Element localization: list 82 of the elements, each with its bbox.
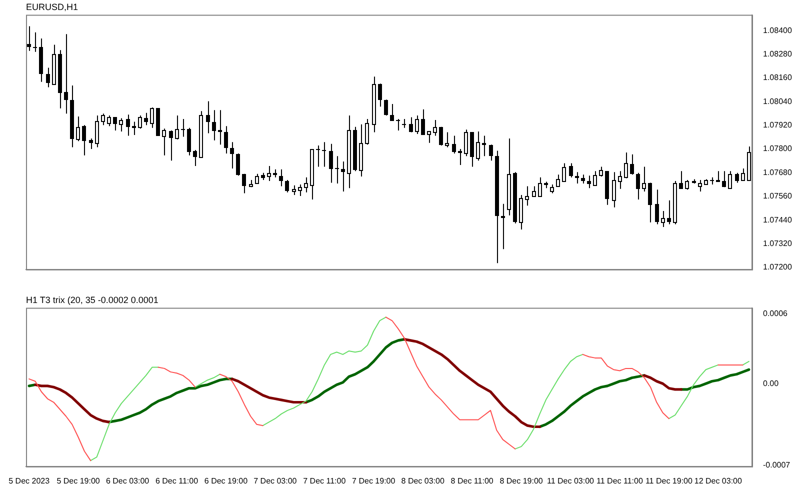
candlestick: [82, 124, 86, 156]
y-tick-label: 1.08400: [763, 26, 792, 35]
candlestick: [587, 175, 591, 189]
y-tick-label: 0.00: [763, 378, 780, 388]
y-tick-label: 1.07200: [763, 262, 792, 272]
candlestick: [630, 154, 634, 176]
x-tick-label: 8 Dec 19:00: [500, 476, 544, 486]
candlestick: [285, 179, 289, 193]
y-tick-label: 0.0006: [763, 308, 788, 318]
candlestick: [187, 127, 191, 156]
y-tick-label: 1.07920: [763, 120, 792, 130]
candlestick: [193, 149, 197, 166]
candlestick: [212, 110, 216, 141]
candlestick: [722, 170, 726, 188]
candlestick: [648, 182, 652, 223]
y-tick-label: 1.08040: [763, 96, 792, 106]
x-tick-label: 7 Dec 19:00: [352, 476, 396, 486]
x-tick-label: 8 Dec 03:00: [401, 476, 445, 486]
candlestick: [396, 118, 400, 131]
candlestick: [279, 168, 283, 187]
candlestick: [482, 135, 486, 157]
x-tick-label: 7 Dec 03:00: [254, 476, 298, 486]
candlestick: [501, 203, 505, 250]
candlestick: [655, 189, 659, 225]
candlestick: [390, 104, 394, 122]
candlestick: [218, 110, 222, 146]
candlestick: [230, 142, 234, 170]
candlestick: [335, 156, 339, 184]
candlestick: [569, 162, 573, 178]
y-tick-label: 1.07440: [763, 215, 792, 224]
candlestick: [224, 126, 228, 154]
candlestick: [329, 143, 333, 184]
y-tick-label: 1.08280: [763, 49, 792, 58]
candlestick: [452, 135, 456, 154]
candlestick: [575, 172, 579, 184]
candlestick: [181, 118, 185, 138]
candlestick: [242, 173, 246, 194]
y-tick-label: 1.07320: [763, 238, 792, 248]
candlestick: [735, 172, 739, 184]
candlestick: [113, 116, 117, 131]
y-tick-label: 1.07680: [763, 168, 792, 177]
candlestick: [421, 108, 425, 136]
candlestick: [341, 160, 345, 192]
candlestick: [716, 170, 720, 182]
candlestick: [89, 138, 93, 150]
candlestick: [144, 112, 148, 126]
candlestick: [322, 142, 326, 168]
chart-title: H1 T3 trix (20, 35 -0.0002 0.0001: [26, 294, 158, 305]
candlestick: [236, 153, 240, 176]
x-tick-label: 6 Dec 11:00: [155, 476, 199, 486]
candlestick: [489, 144, 493, 162]
y-tick-label: 1.07560: [763, 192, 792, 201]
candlestick: [458, 148, 462, 166]
x-tick-label: 5 Dec 19:00: [56, 476, 100, 486]
candlestick: [169, 130, 173, 162]
candlestick: [316, 144, 320, 168]
y-tick-label: -0.0007: [763, 460, 791, 470]
candlestick: [679, 170, 683, 190]
candlestick: [378, 83, 382, 108]
x-tick-label: 11 Dec 19:00: [645, 476, 693, 486]
candlestick: [636, 172, 640, 200]
candlestick: [126, 114, 130, 136]
x-tick-label: 12 Dec 03:00: [694, 476, 743, 486]
candlestick: [64, 34, 68, 114]
candlestick: [206, 100, 210, 134]
x-tick-label: 8 Dec 11:00: [450, 476, 494, 486]
candlestick: [439, 126, 443, 146]
candlestick: [409, 116, 413, 133]
candlestick: [384, 99, 388, 116]
x-tick-label: 5 Dec 2023: [8, 476, 50, 486]
x-tick-label: 11 Dec 03:00: [547, 476, 595, 486]
x-tick-label: 6 Dec 03:00: [106, 476, 150, 486]
x-tick-label: 11 Dec 11:00: [596, 476, 644, 486]
chart-title: EURUSD,H1: [26, 2, 78, 12]
candlestick: [46, 67, 50, 88]
y-tick-label: 1.07800: [763, 144, 792, 154]
x-tick-label: 6 Dec 19:00: [204, 476, 248, 486]
y-tick-label: 1.08160: [763, 73, 792, 82]
candlestick: [33, 32, 37, 52]
x-tick-label: 7 Dec 11:00: [303, 476, 346, 486]
candlestick: [667, 200, 671, 225]
candlestick: [27, 26, 31, 52]
